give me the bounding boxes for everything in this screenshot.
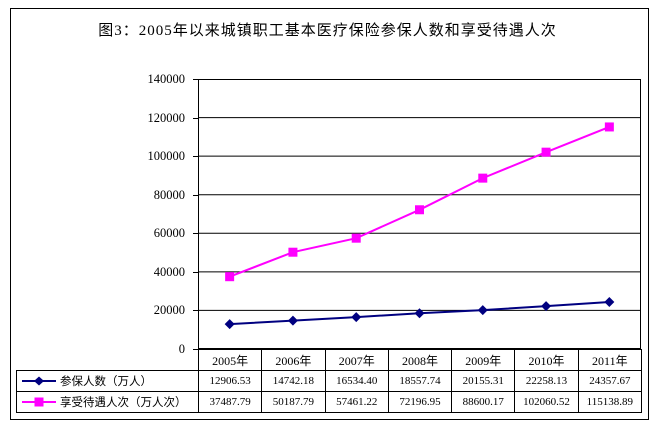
table-value-cell: 24357.67	[577, 370, 642, 392]
x-axis-category-label: 2005年	[197, 349, 263, 371]
table-value-cell: 18557.74	[387, 370, 453, 392]
diamond-marker-icon	[351, 312, 362, 323]
table-value-cell: 102060.52	[514, 391, 579, 413]
table-value-cell: 37487.79	[197, 391, 263, 413]
table-value-cell: 57461.22	[324, 391, 389, 413]
table-value-cell: 12906.53	[197, 370, 263, 392]
x-axis-category-label: 2011年	[577, 349, 642, 371]
x-axis-category-label: 2008年	[387, 349, 453, 371]
x-axis-category-label: 2010年	[514, 349, 579, 371]
square-marker-icon	[415, 205, 424, 215]
diamond-marker-icon	[287, 315, 298, 326]
table-corner-cell	[16, 349, 199, 371]
legend-item: 享受待遇人次（万人次）	[16, 391, 199, 413]
square-marker-icon	[604, 122, 614, 132]
square-marker-icon	[351, 233, 361, 243]
plot-area	[198, 79, 641, 349]
table-value-cell: 115138.89	[577, 391, 642, 413]
legend-label: 享受待遇人次（万人次）	[60, 397, 187, 409]
table-value-cell: 50187.79	[261, 391, 326, 413]
table-value-cell: 16534.40	[324, 370, 389, 392]
series-line	[229, 125, 610, 278]
square-marker-icon	[225, 272, 235, 282]
square-marker-icon	[478, 173, 488, 183]
table-value-cell: 72196.95	[387, 391, 453, 413]
diamond-marker-icon	[414, 308, 425, 319]
x-axis-category-label: 2006年	[261, 349, 326, 371]
x-axis-category-label: 2007年	[324, 349, 389, 371]
table-value-cell: 88600.17	[451, 391, 516, 413]
table-header-row: 2005年 2006年 2007年 2008年 2009年 2010年 2011年	[16, 349, 642, 371]
legend-square-marker-icon	[22, 397, 56, 407]
chart-title: 图3：2005年以来城镇职工基本医疗保险参保人数和享受待遇人次	[98, 23, 557, 39]
plot-border	[198, 79, 641, 349]
data-table: 2005年 2006年 2007年 2008年 2009年 2010年 2011年 参保人数（…	[16, 349, 642, 413]
x-axis-category-label: 2009年	[451, 349, 516, 371]
square-marker-icon	[288, 247, 298, 257]
legend-diamond-marker-icon	[22, 376, 56, 386]
legend-item: 参保人数（万人）	[16, 370, 199, 392]
table-value-cell: 22258.13	[514, 370, 579, 392]
diamond-marker-icon	[541, 301, 552, 312]
diamond-marker-icon	[604, 297, 615, 308]
table-value-cell: 14742.18	[261, 370, 326, 392]
diamond-marker-icon	[477, 305, 488, 316]
figure-border	[10, 8, 649, 420]
table-row: 享受待遇人次（万人次） 37487.79 50187.79 57461.22 72196…	[16, 391, 642, 413]
data-table-grid: 2005年 2006年 2007年 2008年 2009年 2010年 2011年 参保人数（…	[16, 349, 642, 413]
table-row: 参保人数（万人） 12906.53 14742.18 16534.40 18557.74…	[16, 370, 642, 392]
square-marker-icon	[541, 147, 551, 157]
table-value-cell: 20155.31	[451, 370, 516, 392]
diamond-marker-icon	[224, 319, 235, 330]
legend-label: 参保人数（万人）	[60, 376, 152, 388]
